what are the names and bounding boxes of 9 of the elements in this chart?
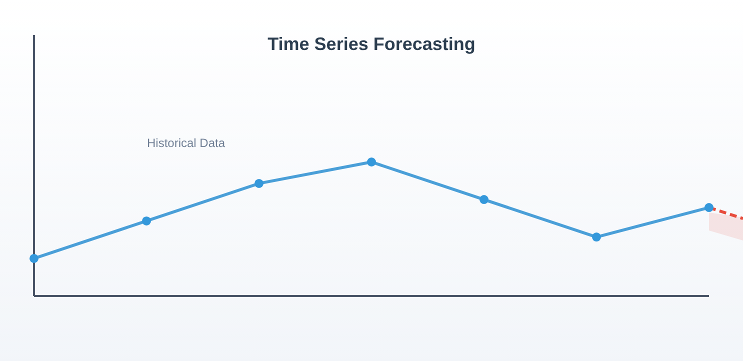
point <box>142 216 151 226</box>
point <box>592 232 601 242</box>
chart-title: Time Series Forecasting <box>268 34 476 54</box>
point <box>367 158 376 166</box>
point <box>30 254 38 263</box>
text: Historical Data <box>146 136 226 150</box>
point <box>480 195 488 204</box>
point <box>704 203 714 212</box>
point <box>254 178 264 188</box>
